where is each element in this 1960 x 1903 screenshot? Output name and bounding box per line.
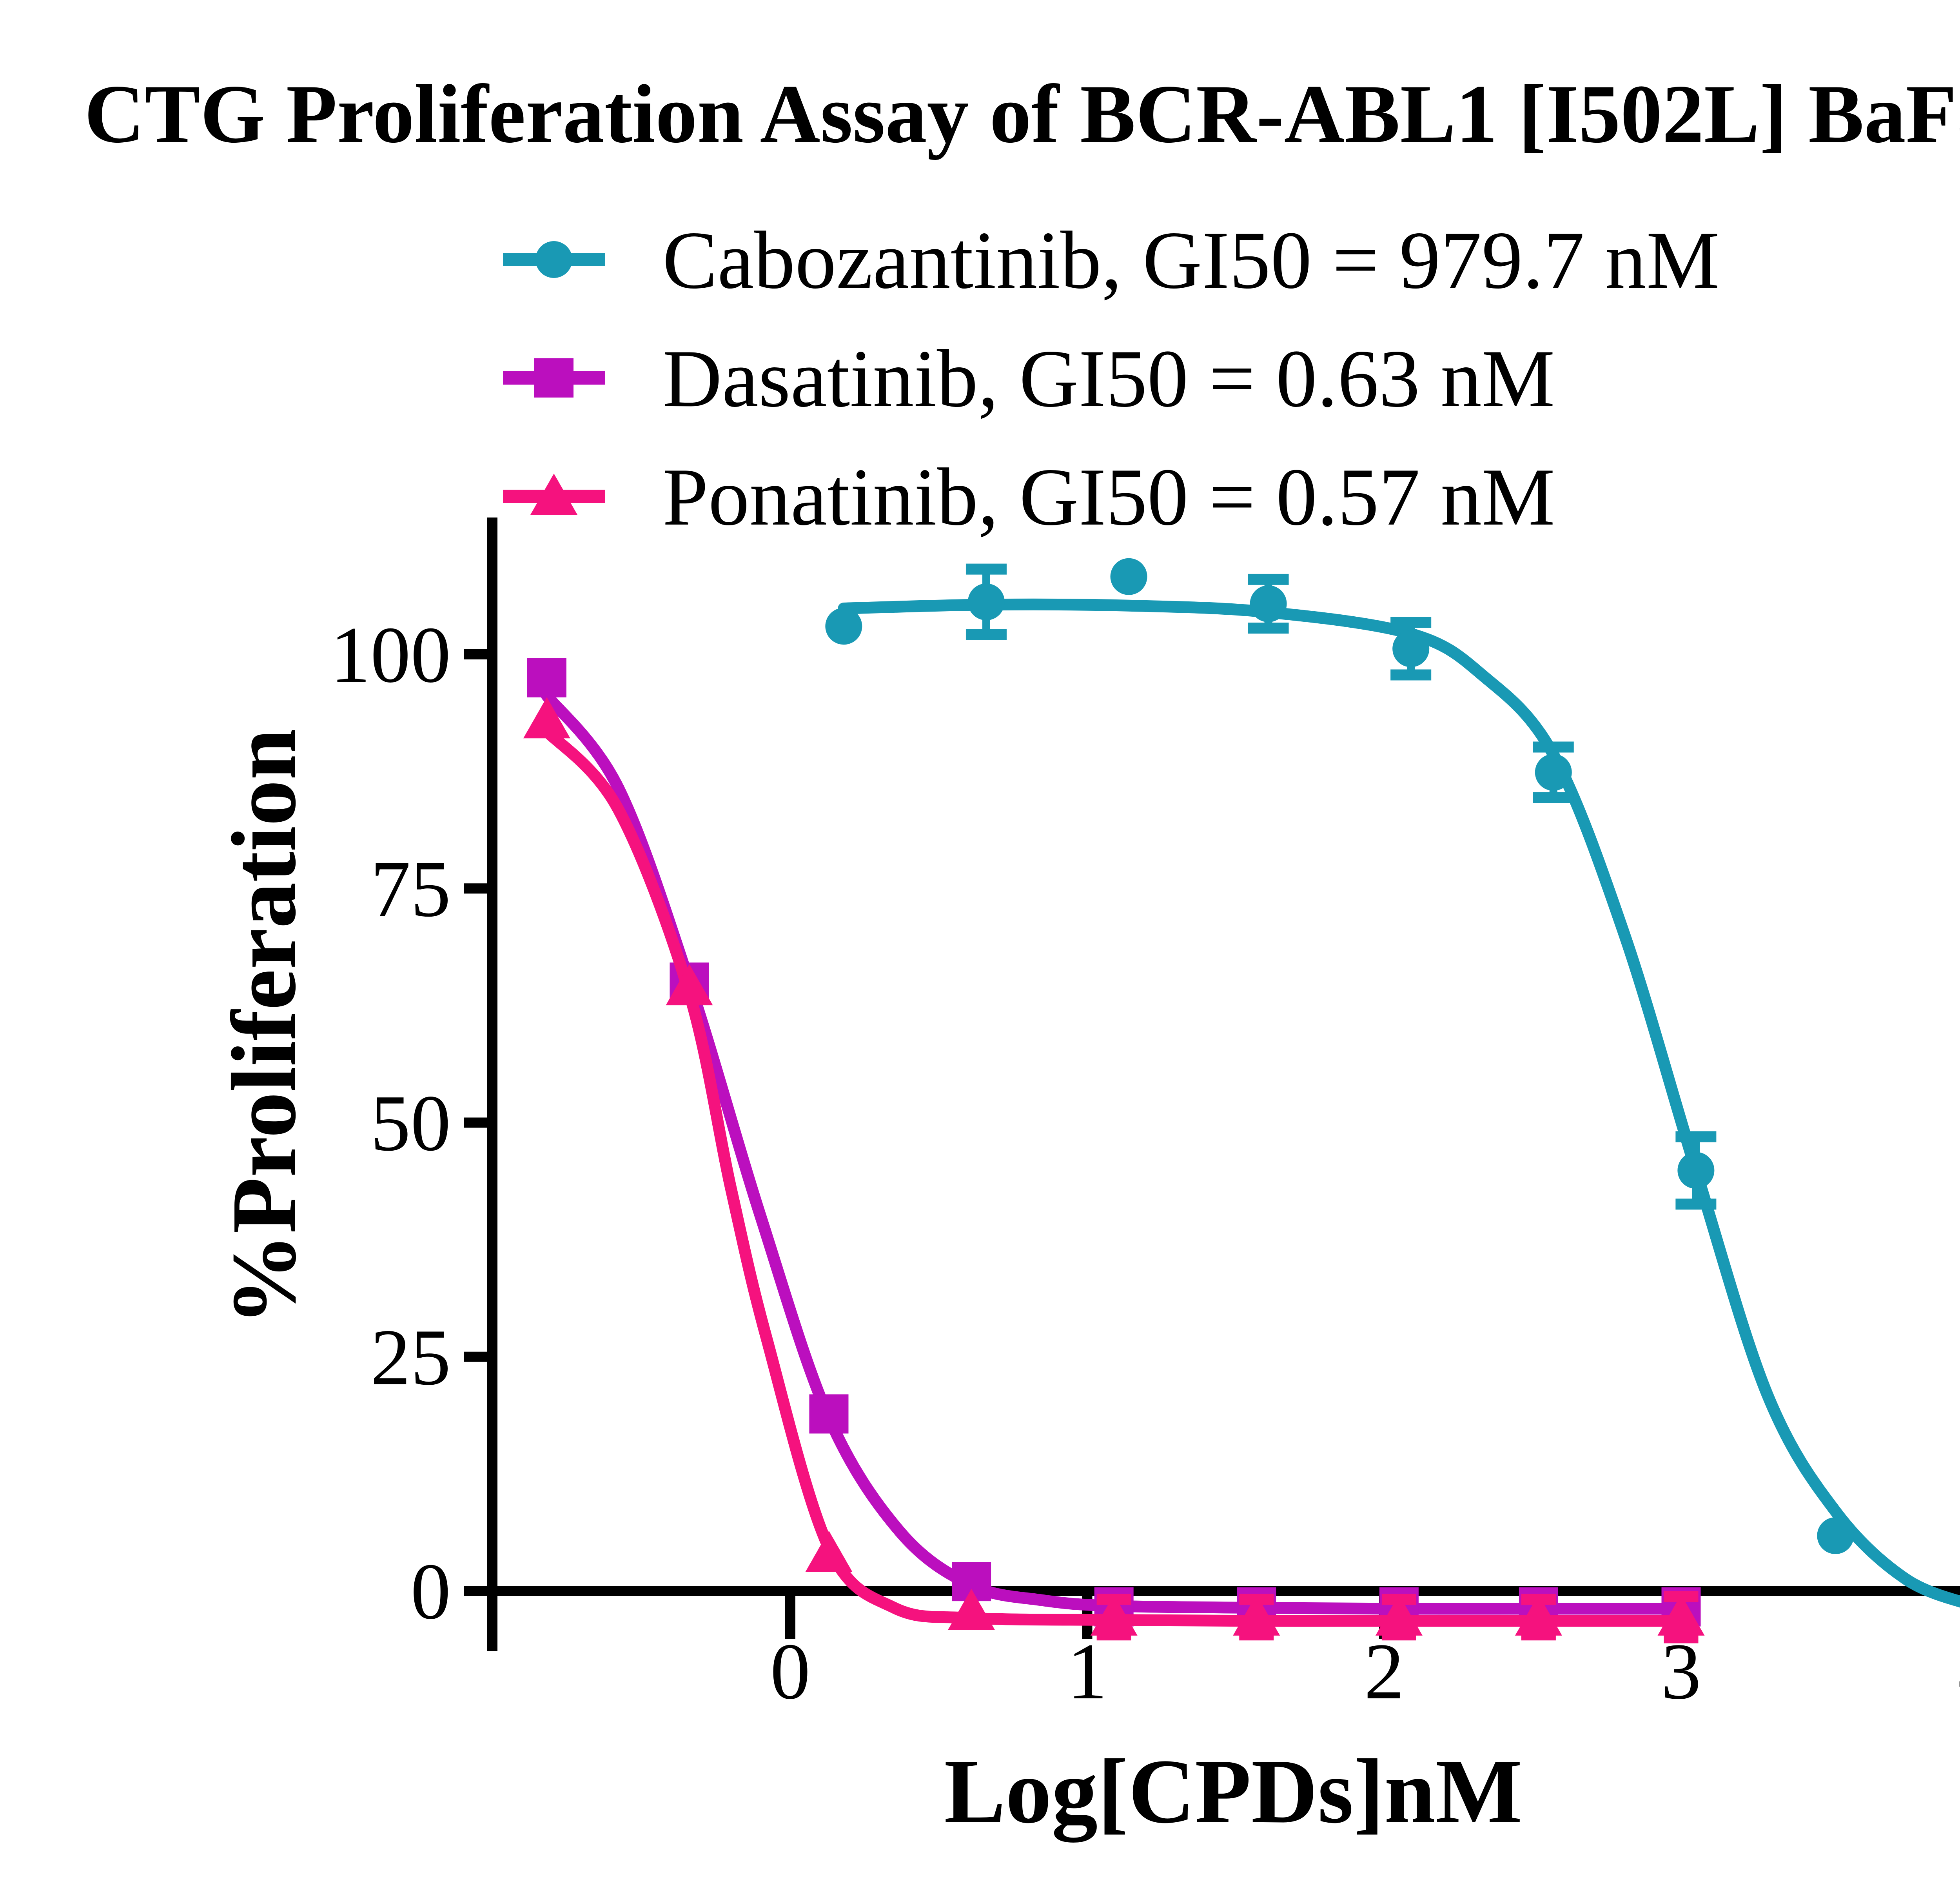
legend: Cabozantinib, GI50 = 979.7 nM Dasatinib, … bbox=[503, 215, 1719, 543]
legend-item-cabozantinib: Cabozantinib, GI50 = 979.7 nM bbox=[503, 215, 1719, 306]
x-tick-label: 4 bbox=[1958, 1627, 1960, 1716]
legend-label: Cabozantinib, GI50 = 979.7 nM bbox=[662, 215, 1719, 306]
series-group bbox=[523, 558, 1960, 1643]
x-tick-label: 0 bbox=[770, 1627, 811, 1716]
legend-triangle-icon bbox=[530, 474, 577, 515]
cabozantinib-marker bbox=[1392, 630, 1430, 667]
y-tick-label: 100 bbox=[330, 610, 451, 699]
ponatinib-marker bbox=[1233, 1594, 1280, 1636]
ponatinib-marker bbox=[523, 697, 570, 739]
ponatinib-fit-curve bbox=[541, 725, 1687, 1627]
chart-title: CTG Proliferation Assay of BCR-ABL1 [I50… bbox=[84, 68, 1960, 160]
axes: 012340255075100 bbox=[330, 518, 1960, 1716]
cabozantinib-marker bbox=[1817, 1517, 1854, 1554]
cabozantinib-marker bbox=[1535, 754, 1572, 791]
y-tick-label: 25 bbox=[370, 1313, 451, 1402]
legend-item-dasatinib: Dasatinib, GI50 = 0.63 nM bbox=[503, 333, 1555, 424]
ponatinib-marker bbox=[1375, 1594, 1423, 1636]
cabozantinib-fit-curve bbox=[838, 598, 1960, 1608]
dasatinib-fit-curve bbox=[541, 690, 1687, 1615]
series-ponatinib bbox=[523, 697, 1705, 1643]
ponatinib-marker bbox=[1515, 1594, 1562, 1636]
legend-label: Dasatinib, GI50 = 0.63 nM bbox=[662, 333, 1555, 424]
cabozantinib-marker bbox=[1110, 558, 1147, 595]
legend-square-icon bbox=[534, 358, 573, 398]
y-tick-label: 0 bbox=[411, 1547, 451, 1636]
series-dasatinib bbox=[527, 658, 1701, 1627]
legend-item-ponatinib: Ponatinib, GI50 = 0.57 nM bbox=[503, 452, 1555, 543]
y-axis-label: %Proliferation bbox=[213, 729, 315, 1326]
y-tick-label: 75 bbox=[370, 844, 451, 933]
ponatinib-marker bbox=[666, 964, 713, 1006]
legend-circle-icon bbox=[535, 241, 572, 278]
x-tick-label: 2 bbox=[1364, 1627, 1405, 1716]
cabozantinib-marker bbox=[967, 583, 1005, 621]
legend-label: Ponatinib, GI50 = 0.57 nM bbox=[662, 452, 1555, 543]
ponatinib-marker bbox=[1090, 1594, 1138, 1636]
x-tick-label: 1 bbox=[1067, 1627, 1107, 1716]
series-cabozantinib bbox=[825, 558, 1960, 1609]
x-axis-label: Log[CPDs]nM bbox=[944, 1740, 1522, 1843]
ponatinib-marker bbox=[1657, 1594, 1705, 1636]
y-tick-label: 50 bbox=[370, 1079, 451, 1168]
ponatinib-marker bbox=[805, 1531, 853, 1572]
cabozantinib-marker bbox=[825, 608, 862, 645]
dasatinib-marker bbox=[809, 1394, 849, 1434]
cabozantinib-marker bbox=[1677, 1152, 1715, 1189]
ponatinib-marker bbox=[948, 1589, 995, 1630]
dasatinib-marker bbox=[527, 658, 566, 697]
cabozantinib-marker bbox=[1250, 585, 1287, 622]
